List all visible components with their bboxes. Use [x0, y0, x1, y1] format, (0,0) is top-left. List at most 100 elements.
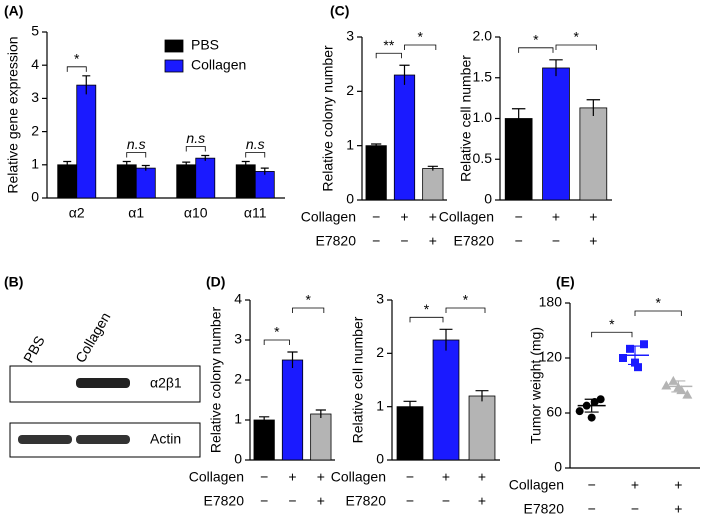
condition-symbol: +: [400, 209, 408, 225]
condition-symbol: −: [372, 209, 380, 225]
y-axis-label: Relative cell number: [458, 55, 474, 182]
significance-label: *: [655, 295, 661, 311]
panel-label: (C): [330, 3, 349, 19]
condition-symbol: +: [442, 469, 450, 485]
condition-symbol: −: [260, 493, 268, 509]
condition-symbol: −: [588, 501, 596, 517]
significance-bracket: [445, 307, 486, 313]
western-blot: PBS Collagen α2β1 Actin: [9, 309, 201, 458]
condition-label: Collagen: [301, 209, 356, 225]
significance-bracket: [66, 66, 87, 72]
panel-label: (E): [556, 274, 575, 290]
significance-bracket: [263, 339, 290, 345]
y-tick-label: 120: [539, 349, 563, 365]
sd-bar: [671, 380, 686, 393]
bar: [116, 164, 137, 199]
y-tick-label: 2.0: [473, 28, 493, 44]
point: [640, 340, 648, 349]
y-tick-label: 3: [376, 291, 384, 307]
bar: [76, 84, 97, 199]
bar: [504, 118, 533, 201]
bar: [393, 74, 416, 201]
significance-bracket: [292, 307, 325, 313]
y-tick-label: 3: [31, 89, 39, 105]
condition-symbol: +: [478, 469, 486, 485]
band: [18, 435, 72, 444]
lane-label: Collagen: [72, 309, 113, 365]
condition-symbol: +: [631, 477, 639, 493]
condition-symbol: +: [478, 493, 486, 509]
bar: [254, 171, 275, 199]
error-bar: [403, 400, 417, 412]
condition-symbol: −: [372, 233, 380, 249]
condition-symbol: +: [317, 493, 325, 509]
x-tick-label: α2: [69, 205, 85, 221]
condition-label: Collagen: [331, 469, 386, 485]
bar: [365, 145, 387, 201]
significance-bracket: [375, 52, 402, 59]
legend-swatch: [164, 59, 184, 73]
band-label: α2β1: [150, 375, 182, 391]
significance-label: n.s: [186, 130, 205, 146]
y-tick-label: 1: [346, 136, 354, 152]
legend-label: Collagen: [191, 57, 246, 73]
error-bar: [315, 409, 326, 418]
error-bar: [241, 160, 250, 169]
x-tick-label: α1: [128, 205, 144, 221]
y-tick-label: 5: [31, 23, 39, 39]
condition-symbol: +: [674, 477, 682, 493]
significance-label: n.s: [246, 136, 265, 152]
condition-label: Collagen: [189, 469, 244, 485]
condition-symbol: −: [400, 233, 408, 249]
condition-symbol: −: [515, 209, 523, 225]
bar: [281, 359, 304, 461]
y-tick-label: 4: [234, 291, 242, 307]
y-axis-label: Tumor weight (mg): [528, 327, 544, 444]
y-tick-label: 2: [31, 122, 39, 138]
significance-label: **: [383, 37, 394, 53]
bar: [432, 339, 460, 461]
error-bar: [201, 154, 210, 161]
error-bar: [427, 165, 438, 171]
y-tick-label: 2: [376, 344, 384, 360]
y-axis-label: Relative colony number: [208, 307, 224, 454]
bar: [422, 168, 444, 201]
y-tick-label: 1: [234, 411, 242, 427]
y-tick-label: 1.5: [473, 68, 493, 84]
significance-bracket: [409, 316, 444, 323]
condition-symbol: −: [288, 493, 296, 509]
bar: [195, 157, 216, 199]
y-axis-label: Relative colony number: [320, 45, 336, 192]
y-tick-label: 1: [376, 397, 384, 413]
y-tick-label: 0: [346, 191, 354, 207]
y-tick-label: 0: [234, 451, 242, 467]
bar: [135, 167, 156, 199]
condition-symbol: +: [317, 469, 325, 485]
y-tick-label: 1.0: [473, 109, 493, 125]
sd-bar: [628, 345, 642, 366]
significance-bracket: [518, 47, 554, 53]
significance-label: *: [609, 316, 615, 332]
point: [634, 363, 642, 372]
significance-label: *: [417, 29, 423, 45]
error-bar: [182, 161, 191, 168]
x-tick-label: α10: [184, 205, 208, 221]
condition-symbol: −: [552, 233, 560, 249]
significance-bracket: [404, 44, 437, 50]
condition-label: E7820: [316, 233, 357, 249]
bar: [57, 164, 78, 199]
bar: [253, 419, 275, 461]
error-bar: [511, 108, 526, 129]
y-tick-label: 3: [346, 28, 354, 44]
panel-label: (D): [206, 274, 225, 290]
point: [575, 407, 584, 416]
condition-symbol: +: [288, 469, 296, 485]
sd-bar: [584, 398, 599, 413]
error-bar: [82, 75, 91, 95]
band: [76, 378, 130, 388]
condition-symbol: −: [406, 469, 414, 485]
condition-label: E7820: [454, 233, 495, 249]
significance-label: *: [74, 51, 80, 67]
y-tick-label: 0: [31, 189, 39, 205]
